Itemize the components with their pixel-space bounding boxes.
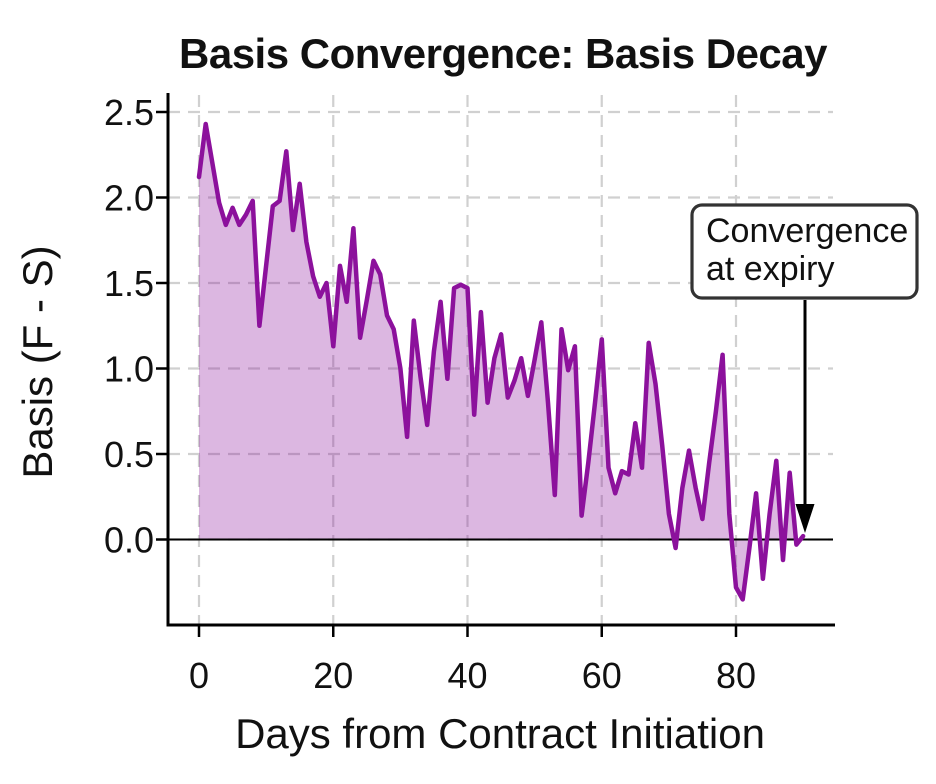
annotation-box xyxy=(690,203,919,300)
x-tick-label: 80 xyxy=(716,655,756,696)
x-tick-label: 40 xyxy=(447,655,487,696)
annotation-convergence: Convergence at expiry xyxy=(690,203,919,533)
axes-spines xyxy=(166,93,835,627)
y-tick-label: 1.0 xyxy=(104,349,154,390)
chart-title: Basis Convergence: Basis Decay xyxy=(179,30,828,77)
y-tick-label: 2.0 xyxy=(104,178,154,219)
y-axis-label: Basis (F - S) xyxy=(14,245,61,478)
x-tick-label: 0 xyxy=(189,655,209,696)
basis-area-fill xyxy=(199,124,804,600)
basis-line xyxy=(196,121,806,602)
x-tick-label: 20 xyxy=(313,655,353,696)
axis-tick-labels: 0 20 40 60 80 0.0 0.5 1.0 1.5 2.0 2.5 xyxy=(104,92,756,696)
axis-ticks xyxy=(156,110,738,637)
annotation-text-line1: Convergence xyxy=(706,212,908,250)
annotation-arrowhead xyxy=(795,504,815,533)
x-axis-label: Days from Contract Initiation xyxy=(235,710,765,757)
annotation-text-line2: at expiry xyxy=(706,250,835,288)
x-tick-label: 60 xyxy=(582,655,622,696)
y-tick-label: 0.0 xyxy=(104,520,154,561)
y-tick-label: 2.5 xyxy=(104,92,154,133)
y-tick-label: 0.5 xyxy=(104,434,154,475)
y-tick-label: 1.5 xyxy=(104,263,154,304)
